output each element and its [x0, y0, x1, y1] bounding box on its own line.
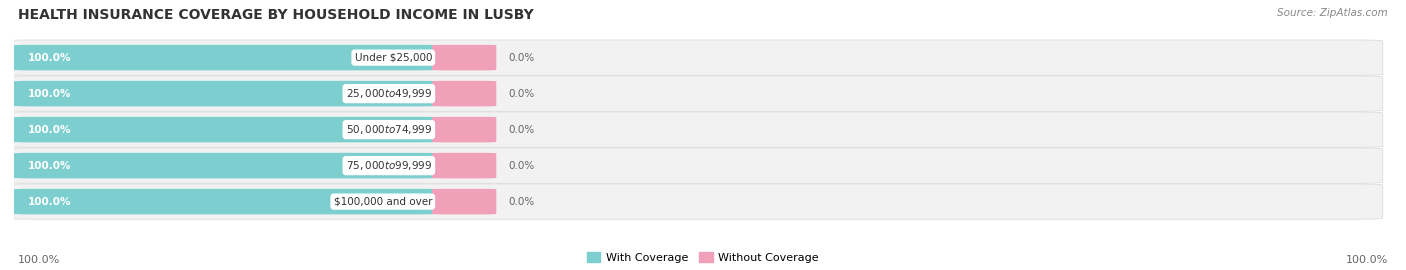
Text: Under $25,000: Under $25,000 [354, 53, 432, 63]
FancyBboxPatch shape [10, 117, 441, 142]
Text: 100.0%: 100.0% [28, 53, 72, 63]
FancyBboxPatch shape [432, 81, 496, 106]
FancyBboxPatch shape [4, 148, 1382, 183]
Legend: With Coverage, Without Coverage: With Coverage, Without Coverage [582, 248, 824, 267]
Text: 100.0%: 100.0% [28, 124, 72, 135]
Text: 0.0%: 0.0% [508, 124, 534, 135]
FancyBboxPatch shape [4, 184, 1382, 219]
FancyBboxPatch shape [10, 45, 441, 70]
Text: Source: ZipAtlas.com: Source: ZipAtlas.com [1277, 8, 1388, 18]
FancyBboxPatch shape [4, 112, 1382, 147]
Text: 0.0%: 0.0% [508, 161, 534, 171]
Text: 100.0%: 100.0% [28, 89, 72, 99]
FancyBboxPatch shape [10, 189, 441, 214]
Text: 100.0%: 100.0% [1346, 255, 1388, 265]
Text: 0.0%: 0.0% [508, 197, 534, 207]
FancyBboxPatch shape [4, 76, 1382, 111]
Text: $25,000 to $49,999: $25,000 to $49,999 [346, 87, 432, 100]
Text: $75,000 to $99,999: $75,000 to $99,999 [346, 159, 432, 172]
FancyBboxPatch shape [10, 153, 441, 178]
Text: $50,000 to $74,999: $50,000 to $74,999 [346, 123, 432, 136]
Text: 0.0%: 0.0% [508, 89, 534, 99]
FancyBboxPatch shape [432, 189, 496, 214]
FancyBboxPatch shape [432, 153, 496, 178]
FancyBboxPatch shape [4, 40, 1382, 75]
Text: 0.0%: 0.0% [508, 53, 534, 63]
Text: 100.0%: 100.0% [28, 161, 72, 171]
FancyBboxPatch shape [432, 117, 496, 142]
FancyBboxPatch shape [432, 45, 496, 70]
FancyBboxPatch shape [10, 81, 441, 106]
Text: HEALTH INSURANCE COVERAGE BY HOUSEHOLD INCOME IN LUSBY: HEALTH INSURANCE COVERAGE BY HOUSEHOLD I… [18, 8, 534, 22]
Text: 100.0%: 100.0% [28, 197, 72, 207]
Text: 100.0%: 100.0% [18, 255, 60, 265]
Text: $100,000 and over: $100,000 and over [333, 197, 432, 207]
